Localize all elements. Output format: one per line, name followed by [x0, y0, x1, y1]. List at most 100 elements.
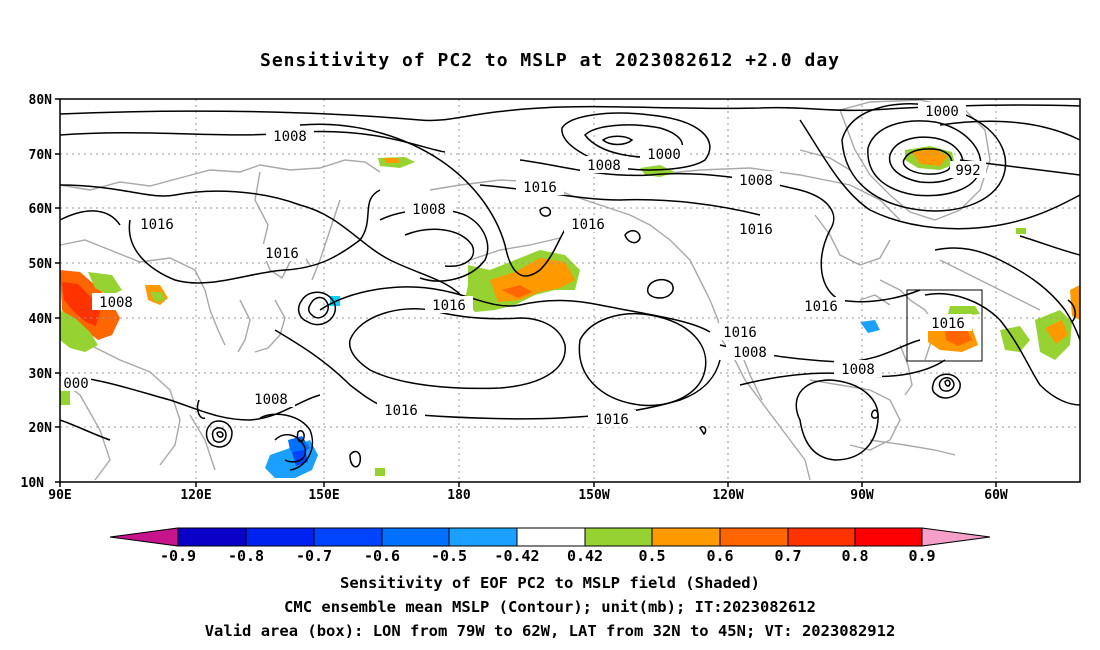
colorbar-box — [516, 527, 586, 547]
contour-label: 1008 — [266, 127, 314, 145]
contour-label: 1016 — [732, 220, 780, 238]
lat-label: 50N — [29, 257, 53, 272]
svg-text:1016: 1016 — [595, 412, 629, 428]
contour-label: 1008 — [726, 343, 774, 361]
contour-label: 000 — [61, 374, 91, 392]
lon-label: 90E — [48, 488, 71, 503]
colorbar-label: -0.8 — [228, 547, 264, 565]
colorbar-box — [651, 527, 721, 547]
svg-text:1008: 1008 — [733, 345, 767, 361]
lon-label: 120E — [180, 488, 211, 503]
lat-label: 70N — [29, 148, 53, 163]
lon-label: 60W — [984, 488, 1008, 503]
svg-text:1016: 1016 — [804, 299, 838, 315]
colorbar-box — [854, 527, 923, 547]
colorbar-label: 0.7 — [774, 547, 801, 565]
svg-text:1016: 1016 — [432, 298, 466, 314]
contour-label: 1016 — [588, 410, 636, 428]
svg-text:1008: 1008 — [254, 392, 288, 408]
svg-text:1008: 1008 — [412, 202, 446, 218]
contour-label: 1000 — [918, 102, 966, 120]
contour-label: 1008 — [247, 390, 295, 408]
svg-text:1008: 1008 — [587, 158, 621, 174]
svg-text:992: 992 — [955, 163, 980, 179]
mslp-contours — [59, 103, 1081, 471]
caption-line-3: Valid area (box): LON from 79W to 62W, L… — [204, 622, 896, 640]
colorbar-box — [584, 527, 653, 547]
svg-text:000: 000 — [63, 376, 88, 392]
svg-text:1008: 1008 — [99, 295, 133, 311]
lat-label: 60N — [29, 202, 53, 217]
lon-label: 120W — [712, 488, 743, 503]
contour-label: 1016 — [797, 297, 845, 315]
svg-text:1016: 1016 — [384, 403, 418, 419]
lat-label: 20N — [29, 421, 53, 436]
contour-label: 1008 — [580, 156, 628, 174]
lat-labels: 80N 70N 60N 50N 40N 30N 20N 10N — [21, 93, 53, 491]
contour-label: 1008 — [732, 171, 780, 189]
svg-text:1000: 1000 — [647, 147, 681, 163]
colorbar-label: 0.42 — [567, 547, 603, 565]
lon-label: 90W — [850, 488, 874, 503]
colorbar-box — [787, 527, 856, 547]
lon-label: 150E — [308, 488, 339, 503]
contour-label: 1008 — [834, 360, 882, 378]
svg-text:1000: 1000 — [925, 104, 959, 120]
colorbar-label: -0.6 — [364, 547, 400, 565]
lon-label: 150W — [578, 488, 609, 503]
colorbar-label: -0.7 — [296, 547, 332, 565]
colorbar: -0.9 -0.8 -0.7 -0.6 -0.5 -0.42 0.42 0.5 … — [109, 527, 991, 565]
colorbar-label: 0.9 — [908, 547, 935, 565]
lat-label: 30N — [29, 367, 53, 382]
contour-label: 1016 — [716, 323, 764, 341]
contour-label: 1016 — [516, 178, 564, 196]
colorbar-box — [313, 527, 383, 547]
svg-text:1016: 1016 — [265, 246, 299, 262]
contour-label: 1016 — [377, 401, 425, 419]
colorbar-box — [245, 527, 315, 547]
svg-text:1008: 1008 — [273, 129, 307, 145]
contour-label: 1008 — [92, 293, 140, 311]
sensitivity-shading — [60, 146, 1080, 478]
svg-text:1016: 1016 — [140, 217, 174, 233]
contour-label: 992 — [950, 161, 986, 179]
colorbar-label: -0.42 — [494, 547, 539, 565]
valid-area-box — [906, 289, 983, 362]
colorbar-label: 0.6 — [706, 547, 733, 565]
lat-label: 80N — [29, 93, 53, 108]
contour-label: 1016 — [133, 215, 181, 233]
svg-text:1016: 1016 — [523, 180, 557, 196]
colorbar-high-triangle — [921, 527, 991, 547]
caption-line-1: Sensitivity of EOF PC2 to MSLP field (Sh… — [340, 574, 760, 592]
colorbar-label: 0.5 — [638, 547, 665, 565]
colorbar-label: -0.9 — [160, 547, 196, 565]
colorbar-low-triangle — [109, 527, 179, 547]
colorbar-box — [448, 527, 518, 547]
svg-text:1008: 1008 — [841, 362, 875, 378]
contour-label: 1016 — [564, 215, 612, 233]
contour-label: 1016 — [258, 244, 306, 262]
contour-label: 1016 — [425, 296, 473, 314]
caption-line-2: CMC ensemble mean MSLP (Contour); unit(m… — [284, 598, 816, 616]
svg-text:1016: 1016 — [723, 325, 757, 341]
svg-text:1016: 1016 — [931, 316, 965, 332]
svg-text:1008: 1008 — [739, 173, 773, 189]
map-title: Sensitivity of PC2 to MSLP at 2023082612… — [259, 50, 840, 71]
contour-label: 1000 — [640, 145, 688, 163]
lat-label: 10N — [21, 476, 45, 491]
colorbar-box — [719, 527, 789, 547]
lat-label: 40N — [29, 312, 53, 327]
map-frame — [59, 98, 1081, 483]
contour-label: 1008 — [405, 200, 453, 218]
colorbar-box — [381, 527, 450, 547]
svg-text:1016: 1016 — [571, 217, 605, 233]
contour-label: 1016 — [924, 314, 972, 332]
contour-labels: 1008 1000 1008 1000 992 1008 1016 1016 1… — [61, 102, 986, 428]
svg-text:1016: 1016 — [739, 222, 773, 238]
colorbar-box — [177, 527, 247, 547]
lon-labels: 90E 120E 150E 180 150W 120W 90W 60W — [48, 488, 1008, 503]
colorbar-label: 0.8 — [841, 547, 868, 565]
lon-label: 180 — [447, 488, 471, 503]
colorbar-label: -0.5 — [431, 547, 467, 565]
